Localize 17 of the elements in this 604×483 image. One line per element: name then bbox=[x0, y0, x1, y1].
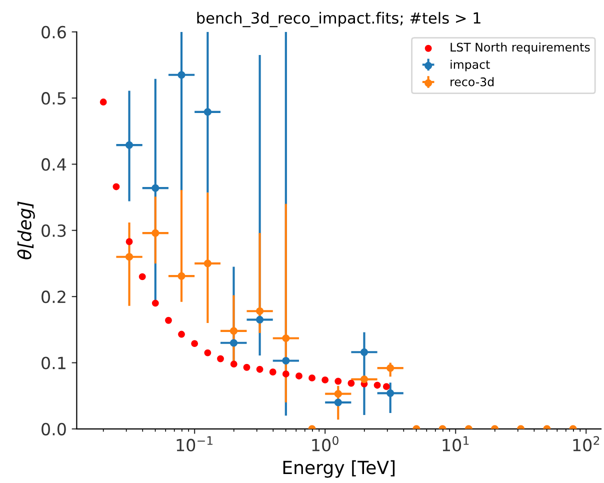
chart-title: bench_3d_reco_impact.fits; #tels > 1 bbox=[197, 12, 480, 28]
x-tick-label: 10$^{1}$ bbox=[442, 436, 469, 452]
legend-label: LST North requirements bbox=[450, 42, 590, 54]
y-tick-label: 0.1 bbox=[42, 356, 66, 370]
y-tick-label: 0.6 bbox=[42, 26, 66, 38]
y-tick-label: 0.3 bbox=[42, 224, 66, 237]
legend-label: impact bbox=[450, 60, 490, 72]
x-tick-label: 10$^{0}$ bbox=[312, 436, 338, 452]
y-axis-title: θ[deg] bbox=[17, 202, 35, 260]
x-axis-title: Energy [TeV] bbox=[283, 460, 395, 478]
x-tick-label: 10$^{2}$ bbox=[573, 436, 600, 452]
legend-label: reco-3d bbox=[450, 77, 494, 86]
y-tick-label: 0.5 bbox=[42, 92, 66, 105]
y-tick-label: 0.0 bbox=[42, 422, 66, 436]
x-tick-label: 10$^{−1}$ bbox=[176, 436, 212, 452]
y-tick-label: 0.4 bbox=[42, 158, 66, 171]
y-tick-label: 0.2 bbox=[42, 290, 66, 304]
